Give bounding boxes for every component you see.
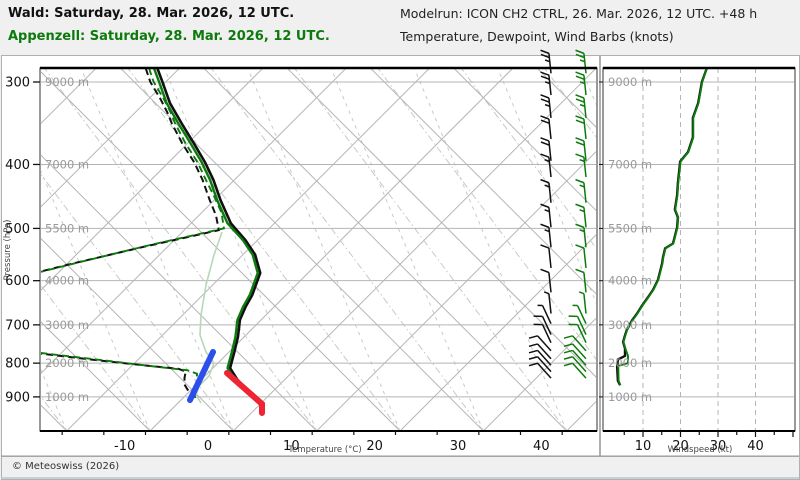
- wind-barb: [575, 94, 587, 118]
- wind-barb: [540, 71, 552, 96]
- wind-barb: [543, 291, 552, 314]
- temperature-tick-label: 10: [283, 439, 300, 454]
- temperature-axis-label: Temperature (°C): [287, 445, 361, 455]
- wind-barb: [578, 291, 587, 314]
- wind-barb: [540, 137, 552, 161]
- wind-barb: [575, 203, 587, 228]
- altitude-label: 5500 m: [45, 221, 89, 235]
- header-modelrun: Modelrun: ICON CH2 CTRL, 26. Mar. 2026, …: [400, 6, 758, 21]
- wind-barb: [540, 153, 552, 178]
- wind-barb: [540, 244, 552, 269]
- wind-barb: [540, 115, 552, 140]
- windspeed-panel: [600, 55, 800, 457]
- wind-barb: [533, 323, 552, 344]
- altitude-label: 4000 m: [45, 274, 89, 288]
- wind-barb: [572, 304, 587, 324]
- windspeed-grid: [604, 69, 794, 430]
- header-station-appenzell: Appenzell: Saturday, 28. Mar. 2026, 12 U…: [8, 29, 330, 44]
- wind-barb: [575, 244, 587, 269]
- altitude-label: 5500 m: [608, 221, 652, 235]
- wind-barb: [540, 94, 552, 118]
- copyright-text: © Meteoswiss (2026): [12, 461, 120, 472]
- header-station-wald: Wald: Saturday, 28. Mar. 2026, 12 UTC.: [8, 6, 295, 21]
- wind-barb: [563, 349, 587, 366]
- wind-barb: [575, 137, 587, 161]
- altitude-label: 7000 m: [608, 157, 652, 171]
- wind-barb: [575, 178, 587, 203]
- wind-barb: [563, 356, 587, 373]
- wind-barb: [563, 335, 587, 352]
- windspeed-tick-label: 40: [747, 439, 764, 454]
- wind-barb: [528, 343, 552, 360]
- appenzell-dewpoint-upper: [41, 69, 225, 273]
- pressure-tick-label: 900: [5, 390, 30, 405]
- wind-barb: [540, 203, 552, 228]
- temperature-tick-label: 20: [366, 439, 383, 454]
- altitude-label: 3000 m: [45, 318, 89, 332]
- pressure-tick-label: 600: [5, 274, 30, 289]
- wind-barb: [540, 49, 552, 74]
- temperature-tick-label: 40: [533, 439, 550, 454]
- blue-marker-segment: [187, 349, 216, 403]
- appenzell-dewpoint-lower: [41, 352, 198, 399]
- wind-barb: [537, 304, 552, 324]
- pressure-axis-label: Pressure (hPa): [3, 220, 13, 281]
- altitude-label: 9000 m: [45, 75, 89, 89]
- wind-barb: [575, 71, 587, 96]
- wald-temperature-curve: [156, 69, 262, 404]
- altitude-label: 1000 m: [608, 390, 652, 404]
- altitude-label: 4000 m: [608, 274, 652, 288]
- wind-barb: [568, 315, 587, 335]
- altitude-label: 1000 m: [45, 390, 89, 404]
- windspeed-profile: [615, 69, 708, 386]
- wind-barb: [568, 323, 587, 344]
- altitude-label: 7000 m: [45, 157, 89, 171]
- wind-barb: [575, 153, 587, 178]
- temperature-tick-label: 30: [450, 439, 467, 454]
- windspeed-tick-label: 20: [672, 439, 689, 454]
- windspeed-axis-label: Windspeed (kt): [668, 445, 733, 455]
- wind-barb: [540, 223, 552, 248]
- wind-barb: [528, 356, 552, 373]
- wind-barb: [575, 223, 587, 248]
- wind-barb: [563, 362, 587, 379]
- pressure-tick-label: 800: [5, 357, 30, 372]
- pressure-tick-label: 500: [5, 222, 30, 237]
- windspeed-tick-label: 30: [710, 439, 727, 454]
- wind-barb: [575, 115, 587, 140]
- pressure-tick-label: 400: [5, 158, 30, 173]
- altitude-label: 3000 m: [608, 318, 652, 332]
- altitude-label: 2000 m: [608, 356, 652, 370]
- temperature-tick-label: -10: [114, 439, 135, 454]
- windspeed-tick-label: 10: [635, 439, 652, 454]
- wind-barb: [563, 343, 587, 360]
- temperature-tick-label: 0: [204, 439, 212, 454]
- pressure-tick-label: 300: [5, 76, 30, 91]
- wind-barb: [528, 349, 552, 366]
- wind-barb: [533, 315, 552, 335]
- wind-barb: [575, 49, 587, 74]
- wind-barb: [540, 178, 552, 203]
- wind-barb: [575, 268, 587, 293]
- wind-barbs: [528, 49, 587, 379]
- altitude-label: 2000 m: [45, 356, 89, 370]
- red-marker-segment: [224, 370, 265, 416]
- header-subtitle: Temperature, Dewpoint, Wind Barbs (knots…: [400, 29, 674, 44]
- sounding-curves: [41, 69, 265, 416]
- wald-dewpoint-lower: [41, 352, 190, 393]
- altitude-label: 9000 m: [608, 75, 652, 89]
- wind-barb: [528, 335, 552, 352]
- appenzell-windspeed-curve: [617, 69, 708, 386]
- wind-barb: [540, 268, 552, 293]
- pressure-tick-label: 700: [5, 318, 30, 333]
- wind-barb: [528, 362, 552, 379]
